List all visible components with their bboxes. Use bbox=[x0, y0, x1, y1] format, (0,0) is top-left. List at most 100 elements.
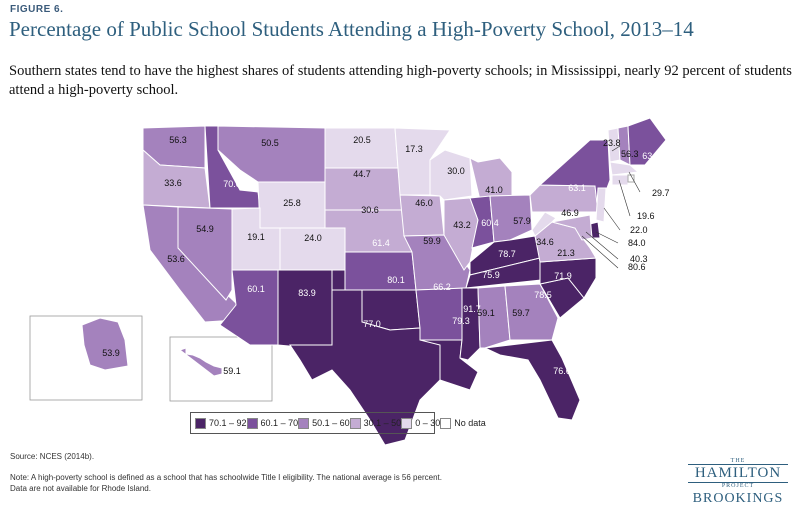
state-tx bbox=[289, 289, 441, 446]
state-value-pa: 46.9 bbox=[561, 208, 579, 218]
legend-item-6: No data bbox=[440, 417, 486, 429]
logo-the: THE bbox=[730, 458, 746, 464]
state-value-dc: 80.6 bbox=[628, 262, 646, 272]
state-ma bbox=[609, 161, 640, 176]
state-ak bbox=[81, 317, 129, 371]
state-value-nj: 22.0 bbox=[630, 225, 648, 235]
state-value-az: 60.1 bbox=[247, 284, 265, 294]
state-value-va: 34.6 bbox=[536, 237, 554, 247]
legend-label: 0 – 30 bbox=[415, 418, 441, 428]
logo-hamilton: HAMILTON bbox=[688, 464, 788, 483]
states-layer bbox=[29, 117, 667, 446]
leader-line-md bbox=[585, 231, 619, 260]
leader-line-ct bbox=[618, 179, 631, 217]
state-nd bbox=[324, 127, 399, 169]
state-value-ut: 19.1 bbox=[247, 232, 265, 242]
state-value-ca: 53.6 bbox=[167, 254, 185, 264]
legend-label: No data bbox=[454, 418, 486, 428]
state-value-ar: 66.2 bbox=[433, 282, 451, 292]
state-value-me: 63.5 bbox=[642, 151, 660, 161]
state-value-id: 70.0 bbox=[223, 179, 241, 189]
leader-line-dc bbox=[581, 235, 619, 269]
legend-item-3: 50.1 – 60 bbox=[298, 417, 350, 429]
state-wi bbox=[429, 149, 473, 201]
footnotes: Note: A high-poverty school is defined a… bbox=[10, 472, 442, 494]
leader-line-nh bbox=[623, 151, 627, 158]
state-ar bbox=[415, 287, 467, 341]
leader-line-nj bbox=[603, 207, 621, 231]
legend-item-5: 0 – 30 bbox=[401, 417, 441, 429]
state-value-ny: 63.1 bbox=[568, 183, 586, 193]
state-md bbox=[551, 214, 593, 241]
legend-item-1: 70.1 – 92 bbox=[195, 417, 247, 429]
leader-line-de bbox=[595, 231, 619, 244]
legend-swatch bbox=[401, 417, 413, 429]
state-value-il: 43.2 bbox=[453, 220, 471, 230]
state-nm bbox=[277, 269, 333, 351]
legend-swatch bbox=[440, 417, 452, 429]
state-value-co: 24.0 bbox=[304, 233, 322, 243]
legend-label: 60.1 – 70 bbox=[260, 418, 299, 428]
state-value-nv: 54.9 bbox=[196, 224, 214, 234]
state-value-vt: 23.8 bbox=[603, 138, 621, 148]
state-value-ky: 78.7 bbox=[498, 249, 516, 259]
state-value-la: 79.3 bbox=[452, 316, 470, 326]
leader-line-vt bbox=[611, 145, 621, 152]
state-nj bbox=[595, 187, 607, 223]
logo-project: PROJECT bbox=[721, 483, 755, 489]
state-ny bbox=[538, 139, 611, 213]
state-hi bbox=[178, 347, 223, 377]
state-value-ne: 30.6 bbox=[361, 205, 379, 215]
legend-label: 70.1 – 92 bbox=[209, 418, 247, 428]
legend-swatch bbox=[195, 417, 206, 429]
legend-swatch bbox=[298, 417, 310, 429]
state-value-sc: 78.5 bbox=[534, 290, 552, 300]
state-value-tn: 75.9 bbox=[482, 270, 500, 280]
state-al bbox=[477, 285, 511, 349]
state-in bbox=[469, 195, 495, 249]
state-value-ms: 91.7 bbox=[463, 304, 481, 314]
state-value-oh: 57.9 bbox=[513, 216, 531, 226]
legend-item-2: 60.1 – 70 bbox=[246, 417, 299, 429]
state-ct bbox=[611, 174, 629, 186]
state-ga bbox=[504, 283, 559, 341]
state-value-nd: 20.5 bbox=[353, 135, 371, 145]
state-value-mt: 50.5 bbox=[261, 138, 279, 148]
legend-swatch bbox=[349, 417, 361, 429]
state-value-ok: 80.1 bbox=[387, 275, 405, 285]
state-value-nc: 71.9 bbox=[554, 271, 572, 281]
state-value-ma: 29.7 bbox=[652, 188, 670, 198]
leaders-layer bbox=[581, 145, 641, 269]
state-me bbox=[627, 117, 667, 166]
state-ri bbox=[627, 174, 635, 183]
state-value-wy: 25.8 bbox=[283, 198, 301, 208]
footnote-definition: Note: A high-poverty school is defined a… bbox=[10, 473, 442, 482]
hawaii-inset-frame bbox=[169, 336, 273, 402]
state-value-tx: 77.0 bbox=[363, 319, 381, 329]
state-or bbox=[142, 148, 211, 209]
state-nv bbox=[177, 206, 233, 301]
figure-title: Percentage of Public School Students Att… bbox=[9, 17, 694, 41]
footnote-missing-data: Data are not available for Rhode Island. bbox=[10, 484, 151, 493]
state-value-in: 60.4 bbox=[481, 218, 499, 228]
state-value-ga: 59.7 bbox=[512, 308, 530, 318]
state-value-fl: 76.6 bbox=[553, 366, 571, 376]
state-value-ks: 61.4 bbox=[372, 238, 390, 248]
publisher-logo: THE HAMILTON PROJECT BROOKINGS bbox=[688, 458, 788, 507]
state-wv bbox=[531, 211, 557, 237]
state-value-nm: 83.9 bbox=[298, 288, 316, 298]
state-value-nh: 56.3 bbox=[621, 149, 639, 159]
state-value-ct: 19.6 bbox=[637, 211, 655, 221]
state-value-al: 59.1 bbox=[477, 308, 495, 318]
legend-label: 30.1 – 50 bbox=[363, 418, 402, 428]
state-value-wa: 56.3 bbox=[169, 135, 187, 145]
state-value-mi: 41.0 bbox=[485, 185, 503, 195]
labels-layer: 56.3 33.6 53.6 54.9 70.0 50.5 25.8 19.1 60.1 24.0… bbox=[102, 135, 669, 376]
state-oh bbox=[489, 194, 533, 243]
state-value-sd: 44.7 bbox=[353, 169, 371, 179]
figure-subtitle: Southern states tend to have the highest… bbox=[9, 63, 792, 98]
legend-label: 50.1 – 60 bbox=[312, 418, 350, 428]
state-value-mn: 17.3 bbox=[405, 144, 423, 154]
source-note: Source: NCES (2014b). bbox=[10, 452, 95, 461]
